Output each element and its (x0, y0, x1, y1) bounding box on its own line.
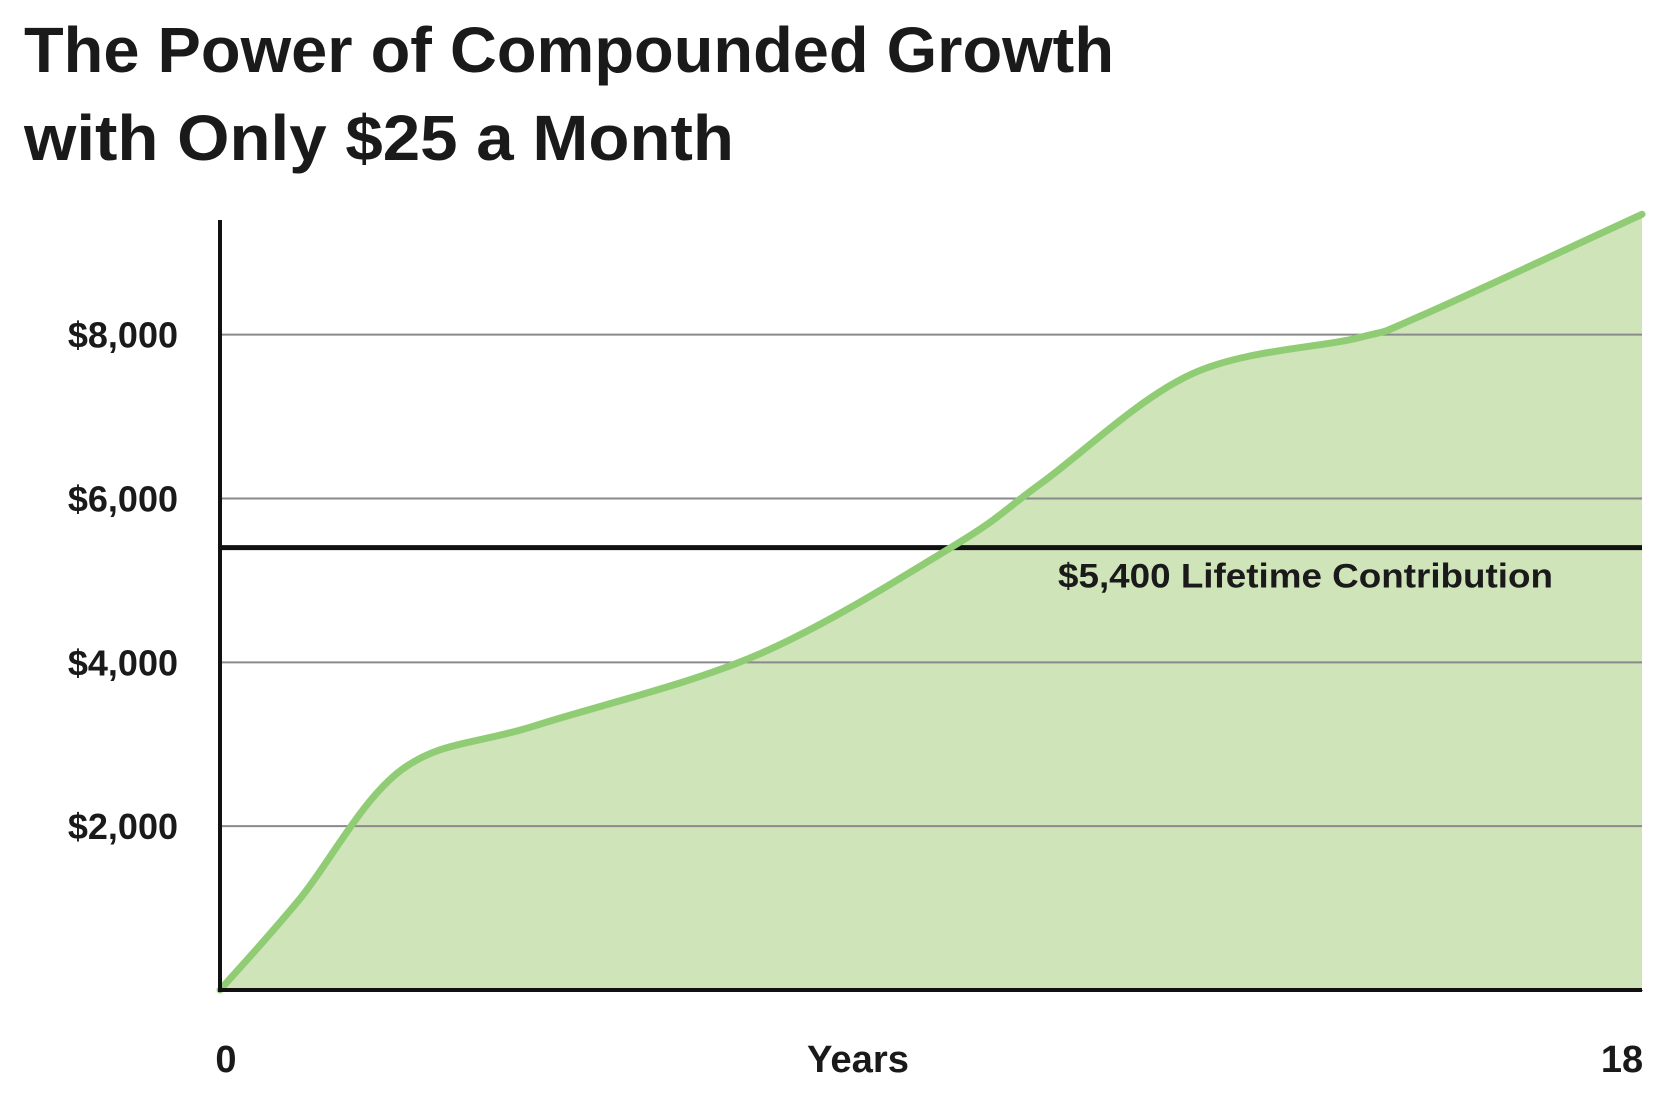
x-tick-label: 0 (215, 1039, 236, 1081)
y-tick-label: $8,000 (68, 315, 178, 356)
chart-title: The Power of Compounded Growth (24, 14, 1114, 86)
y-tick-label: $6,000 (68, 479, 178, 520)
area-fill (220, 214, 1642, 990)
area-line (216, 210, 1646, 994)
x-tick-label: 18 (1601, 1039, 1643, 1081)
x-axis-label: Years (807, 1039, 909, 1081)
y-tick-label: $4,000 (68, 642, 178, 683)
chart-title: with Only $25 a Month (23, 102, 734, 174)
y-tick-label: $2,000 (68, 806, 178, 847)
reference-label: $5,400 Lifetime Contribution (1058, 558, 1553, 596)
